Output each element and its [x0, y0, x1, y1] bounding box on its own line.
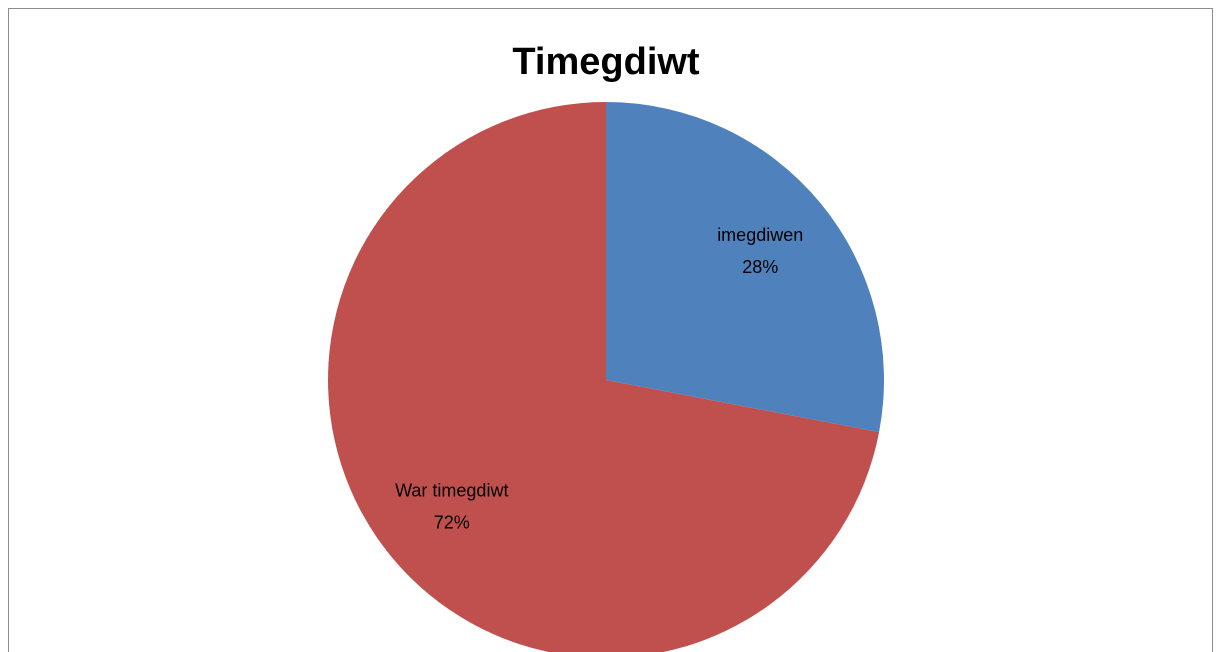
slice-label: imegdiwen [717, 225, 803, 245]
slice-value-label: 72% [434, 512, 470, 532]
slice-label: War timegdiwt [395, 480, 508, 500]
pie-slice [606, 102, 884, 433]
chart-title: Timegdiwt [512, 41, 700, 83]
slice-value-label: 28% [742, 257, 778, 277]
pie-slice [328, 102, 880, 652]
